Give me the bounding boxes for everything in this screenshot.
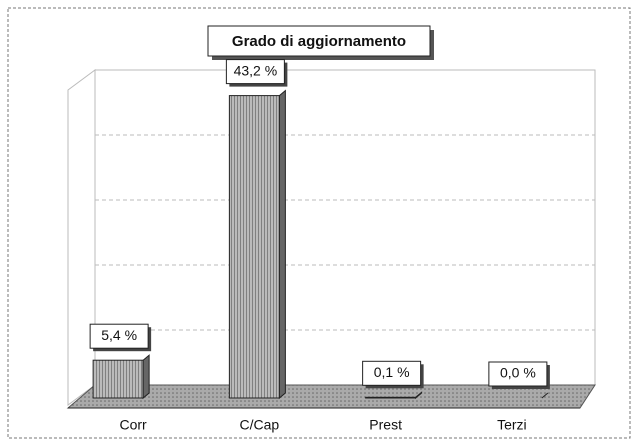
back-wall	[94, 69, 596, 386]
bar-side	[415, 391, 423, 400]
bar	[365, 396, 417, 399]
x-tick-label: Terzi	[497, 417, 527, 433]
value-label: 0,1 %	[374, 364, 410, 380]
value-label: 43,2 %	[234, 62, 278, 78]
frame	[7, 7, 631, 439]
bar-side	[278, 89, 286, 400]
x-tick-label: C/Cap	[240, 417, 280, 433]
value-label-box	[89, 323, 149, 349]
x-tick-label: Corr	[120, 417, 148, 433]
title-box	[207, 25, 431, 57]
bar	[92, 359, 144, 399]
value-label-box	[488, 361, 548, 387]
bar-side	[541, 392, 549, 399]
value-label: 0,0 %	[500, 365, 536, 381]
value-label: 5,4 %	[101, 327, 137, 343]
bar-side	[142, 354, 150, 400]
x-tick-label: Prest	[369, 417, 402, 433]
side-wall	[67, 69, 96, 406]
value-label-box	[362, 360, 422, 386]
bar	[228, 95, 280, 399]
value-label-box	[225, 59, 285, 85]
chart-title: Grado di aggiornamento	[232, 33, 406, 50]
grid	[95, 134, 595, 331]
